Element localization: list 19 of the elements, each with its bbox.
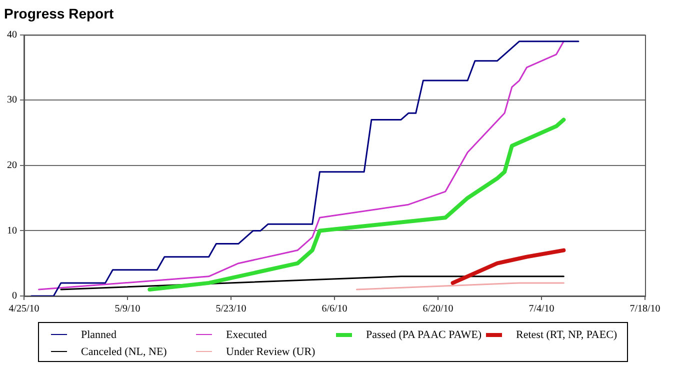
x-tick-label: 4/25/10 (8, 304, 40, 315)
legend-label: Executed (225, 328, 268, 342)
y-tick-label: 0 (12, 290, 17, 302)
x-tick-label: 7/18/10 (630, 304, 660, 315)
x-tick-label: 6/20/10 (422, 304, 454, 315)
y-tick-label: 20 (7, 160, 17, 172)
legend-label: Retest (RT, NP, PAEC) (516, 328, 618, 340)
chart-title: Progress Report (4, 5, 114, 22)
legend-label: Canceled (NL, NE) (80, 344, 168, 360)
y-tick-label: 30 (7, 94, 17, 106)
x-tick-label: 5/9/10 (114, 304, 140, 315)
legend-label: Passed (PA PAAC PAWE) (365, 328, 482, 342)
x-tick-label: 5/23/10 (216, 304, 246, 315)
legend-label: Planned (80, 328, 118, 342)
x-tick-label: 7/4/10 (528, 304, 554, 315)
y-tick-label: 40 (7, 29, 17, 40)
legend-label: Under Review (UR) (225, 344, 316, 360)
x-tick-label: 6/6/10 (322, 304, 348, 315)
y-tick-label: 10 (7, 225, 17, 236)
